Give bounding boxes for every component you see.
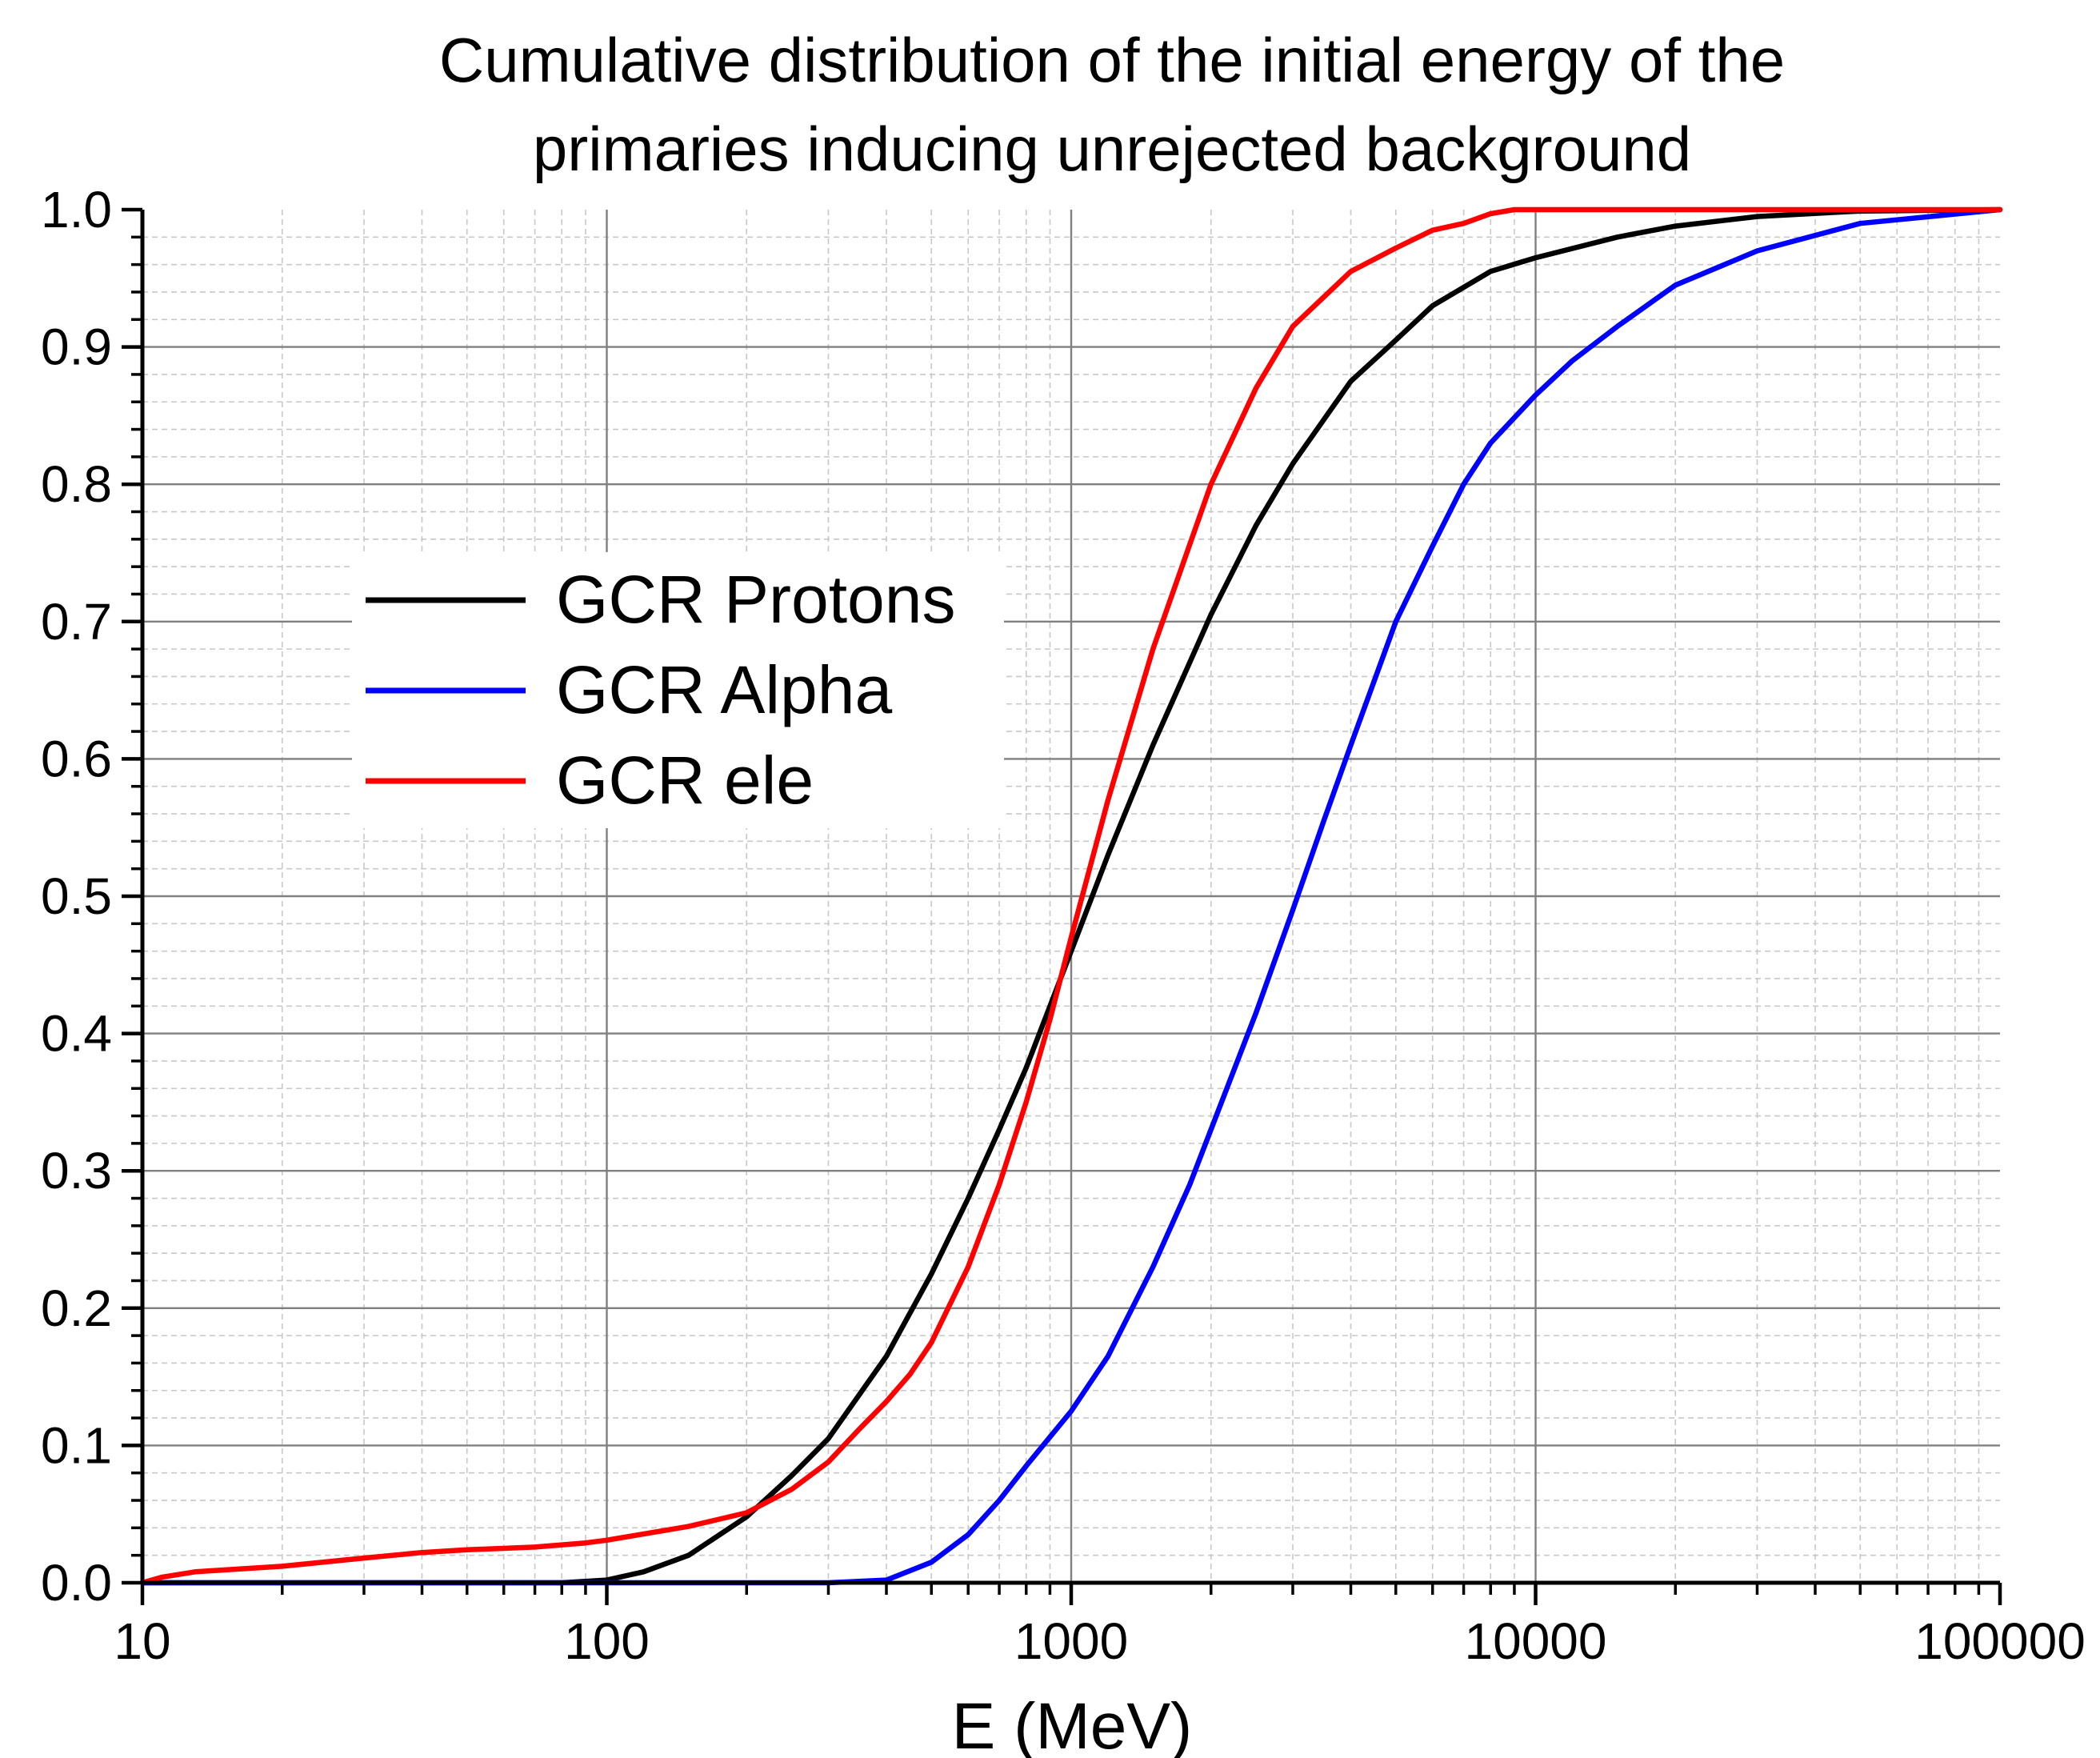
y-tick-label: 0.8 bbox=[41, 455, 112, 513]
axes: 0.0 0.1 0.2 0.3 0.4 0.5 0.6 0.7 0.8 0.9 1.0 10 100 10… bbox=[41, 181, 2086, 1670]
y-tick-label: 0.0 bbox=[41, 1554, 112, 1612]
y-tick-label: 1.0 bbox=[41, 181, 112, 238]
x-tick-label: 100000 bbox=[1914, 1612, 2086, 1670]
series-line-alpha bbox=[139, 206, 2003, 1586]
legend-label-protons: GCR Protons bbox=[556, 562, 956, 637]
y-tick-label: 0.9 bbox=[41, 318, 112, 376]
x-tick-label: 100 bbox=[564, 1612, 650, 1670]
y-tick-label: 0.5 bbox=[41, 867, 112, 925]
y-tick-label: 0.7 bbox=[41, 593, 112, 651]
y-tick-label: 0.6 bbox=[41, 730, 112, 787]
x-tick-label: 10000 bbox=[1465, 1612, 1607, 1670]
x-tick-label: 10 bbox=[114, 1612, 170, 1670]
grid bbox=[142, 210, 2000, 1583]
y-tick-label: 0.1 bbox=[41, 1416, 112, 1474]
chart-title-line-1: Cumulative distribution of the initial e… bbox=[439, 25, 1785, 95]
y-tick-label: 0.3 bbox=[41, 1142, 112, 1199]
legend-label-ele: GCR ele bbox=[556, 743, 814, 818]
series-group bbox=[139, 206, 2003, 1586]
series-line-protons bbox=[139, 206, 2003, 1586]
x-axis-label: E (MeV) bbox=[952, 1690, 1193, 1758]
legend-label-alpha: GCR Alpha bbox=[556, 652, 892, 727]
series-line-ele bbox=[139, 206, 2003, 1586]
legend: GCR Protons GCR Alpha GCR ele bbox=[352, 552, 1004, 828]
y-tick-label: 0.2 bbox=[41, 1279, 112, 1337]
x-tick-label: 1000 bbox=[1014, 1612, 1128, 1670]
y-tick-label: 0.4 bbox=[41, 1005, 112, 1063]
chart-title-line-2: primaries inducing unrejected background bbox=[533, 114, 1691, 184]
